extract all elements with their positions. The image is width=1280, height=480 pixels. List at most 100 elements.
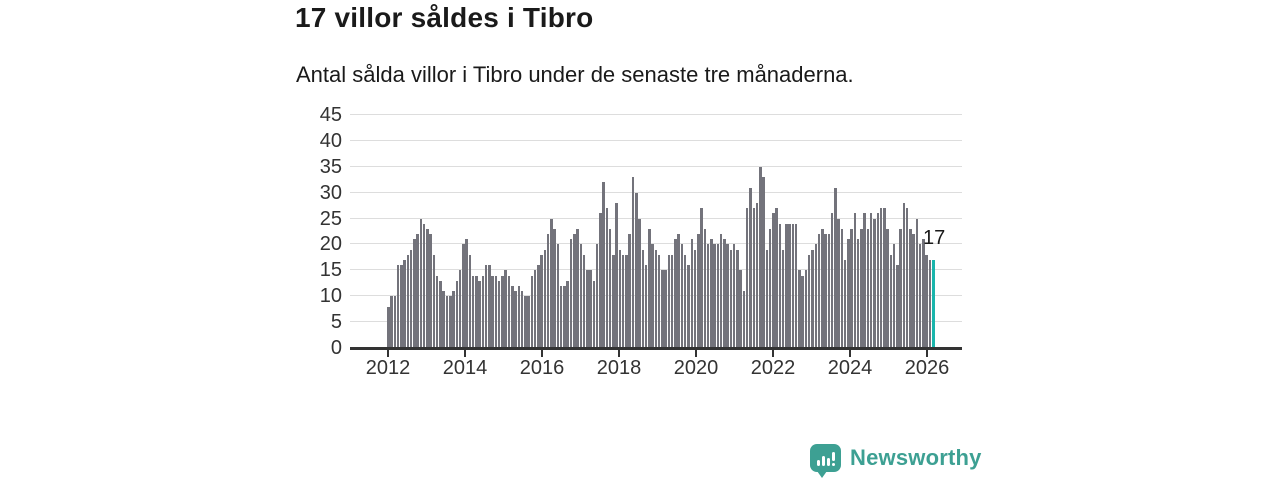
y-axis-label: 45 (319, 104, 342, 126)
bar (475, 275, 478, 348)
gridline (350, 191, 962, 193)
gridline (350, 165, 962, 167)
bar (781, 249, 785, 348)
bar (788, 223, 791, 348)
bar (785, 223, 788, 348)
y-axis-label: 15 (319, 259, 342, 282)
bar (834, 187, 837, 348)
x-axis-label: 2022 (750, 357, 796, 379)
y-axis-label: 40 (319, 129, 342, 152)
bar (680, 244, 684, 348)
bar (559, 285, 563, 348)
bar (736, 249, 739, 348)
bar (915, 218, 919, 348)
bar (413, 239, 416, 348)
bar (661, 270, 664, 348)
bar (723, 239, 726, 348)
y-axis-label: 25 (319, 207, 342, 230)
bar (527, 296, 530, 348)
bar (677, 234, 680, 348)
bar (697, 234, 700, 348)
bar (569, 239, 573, 348)
bar (550, 218, 553, 348)
bar (719, 234, 723, 348)
bar (462, 244, 465, 348)
x-axis-tick (464, 350, 466, 357)
bar (599, 213, 602, 348)
bar (674, 239, 677, 348)
x-axis-tick (387, 350, 389, 357)
bar (511, 285, 514, 348)
bar (635, 192, 638, 348)
x-axis-tick (772, 350, 774, 357)
bar (409, 249, 413, 348)
bar (468, 254, 472, 348)
bar (589, 270, 592, 348)
bar (595, 244, 599, 348)
bar (429, 234, 432, 348)
bar (615, 203, 618, 348)
x-axis-label: 2024 (827, 357, 873, 379)
bar (860, 228, 863, 348)
bar (514, 291, 517, 348)
bar (533, 270, 537, 348)
bar (762, 177, 765, 348)
bar (576, 228, 579, 348)
bar (625, 254, 628, 348)
newsworthy-branding: Newsworthy (810, 444, 982, 478)
speech-bubble-tail-icon (817, 471, 827, 478)
bar (794, 223, 798, 348)
bar (638, 218, 641, 348)
x-axis-tick (849, 350, 851, 357)
bar (700, 208, 703, 348)
bar (556, 244, 560, 348)
bar (775, 208, 778, 348)
bar (837, 218, 840, 348)
y-axis-label: 35 (319, 155, 342, 178)
bar (657, 254, 661, 348)
bar (449, 296, 452, 348)
bar (654, 249, 658, 348)
bar (445, 296, 449, 348)
newsworthy-logo-icon (810, 444, 841, 478)
x-axis-line (350, 347, 962, 350)
bar (716, 244, 720, 348)
bar (442, 291, 445, 348)
bar (912, 234, 915, 348)
bar (390, 296, 393, 348)
bar (710, 239, 713, 348)
bar (798, 270, 801, 348)
bar (772, 213, 775, 348)
bar (484, 265, 488, 348)
bar (497, 280, 501, 348)
bar (896, 265, 899, 348)
gridline (350, 243, 962, 245)
bar (690, 239, 693, 348)
bar (889, 254, 893, 348)
bar (925, 254, 928, 348)
bar (491, 275, 494, 348)
bar (458, 270, 462, 348)
bar (909, 228, 912, 348)
bar (801, 275, 804, 348)
bar (667, 254, 671, 348)
x-axis-label: 2026 (904, 357, 950, 379)
bar (713, 244, 716, 348)
bar (488, 265, 491, 348)
bar (830, 213, 834, 348)
bar (452, 291, 455, 348)
bar (592, 280, 596, 348)
bar (644, 265, 648, 348)
bar (928, 259, 932, 348)
bar (419, 218, 423, 348)
x-axis-tick (541, 350, 543, 357)
x-axis-tick (695, 350, 697, 357)
bar (481, 275, 485, 348)
gridline (350, 139, 962, 141)
bar (530, 275, 534, 348)
bar (850, 228, 853, 348)
bar (807, 254, 811, 348)
bar (540, 254, 543, 348)
bar (432, 254, 436, 348)
